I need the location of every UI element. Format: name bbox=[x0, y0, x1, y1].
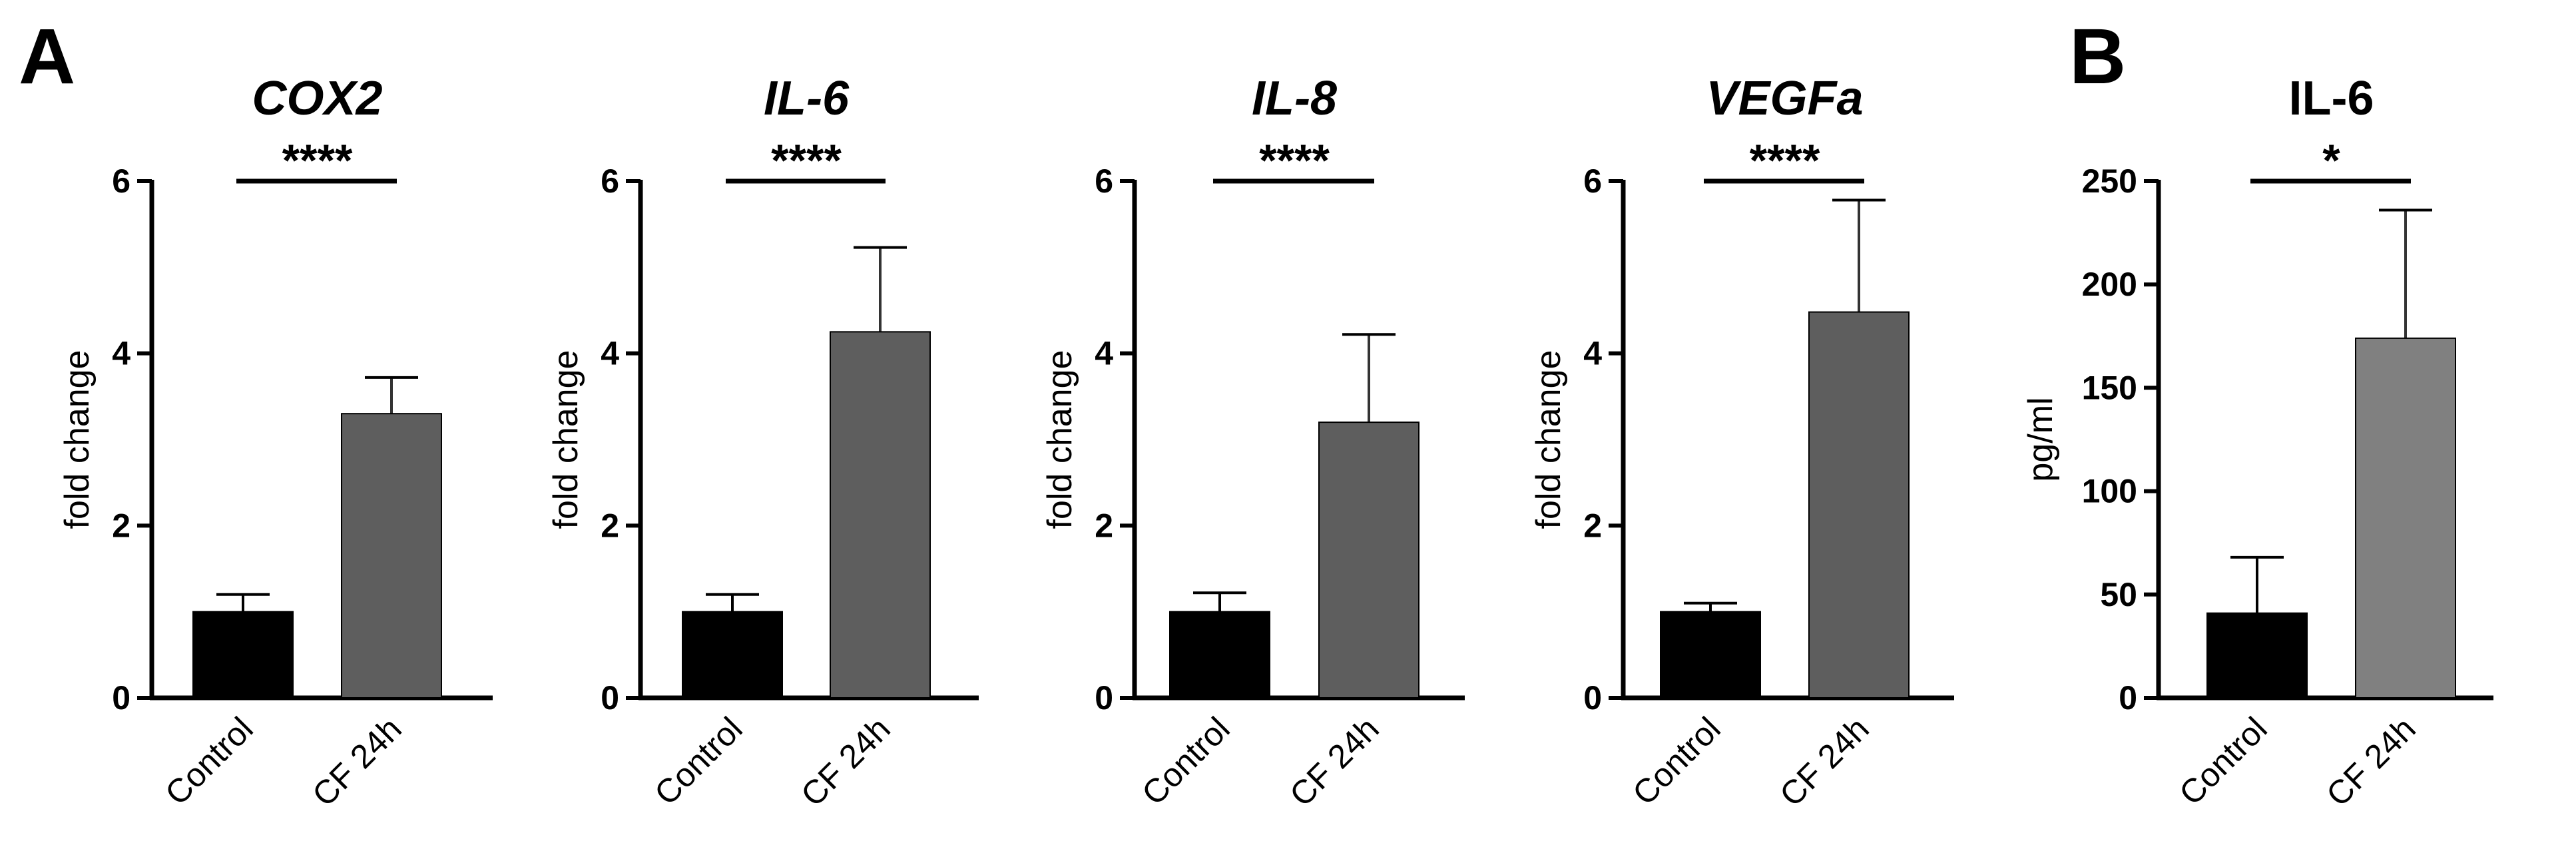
y-axis-label: fold change bbox=[547, 350, 585, 529]
y-tick-label: 2 bbox=[112, 507, 130, 544]
significance-label: **** bbox=[771, 135, 842, 186]
y-tick-label: 4 bbox=[112, 335, 130, 372]
chart-panel-1: A COX2 0 2 4 6 fold change Control CF 24h **** bbox=[19, 13, 493, 814]
x-category-label: Control bbox=[2172, 710, 2274, 812]
significance-label: * bbox=[2322, 135, 2340, 186]
chart-panel-2: IL-6 0 2 4 6 fold change Control CF 24h **** bbox=[547, 72, 979, 814]
x-category-label: Control bbox=[1625, 710, 1728, 812]
y-tick-label: 4 bbox=[601, 335, 619, 372]
chart-panel-4: VEGFa 0 2 4 6 fold change Control CF 24h **** bbox=[1529, 72, 1954, 814]
y-tick-label: 2 bbox=[1583, 507, 1602, 544]
y-tick-label: 0 bbox=[2119, 679, 2137, 716]
bar-control bbox=[2206, 612, 2308, 699]
x-category-label: CF 24h bbox=[305, 710, 409, 814]
y-axis-label: fold change bbox=[1041, 350, 1079, 529]
bar-control bbox=[192, 611, 294, 699]
panel-letter: A bbox=[19, 13, 75, 101]
x-category-label: CF 24h bbox=[1282, 710, 1386, 814]
y-tick-label: 4 bbox=[1095, 335, 1113, 372]
significance-label: **** bbox=[1750, 135, 1820, 186]
y-tick-label: 0 bbox=[601, 679, 619, 716]
bar-cf-24h bbox=[1318, 422, 1419, 699]
x-category-label: CF 24h bbox=[794, 710, 898, 814]
y-tick-label: 200 bbox=[2082, 266, 2137, 303]
y-tick-label: 6 bbox=[112, 162, 130, 200]
y-tick-label: 6 bbox=[601, 162, 619, 200]
y-tick-label: 2 bbox=[601, 507, 619, 544]
y-tick-label: 0 bbox=[112, 679, 130, 716]
y-tick-label: 6 bbox=[1095, 162, 1113, 200]
x-category-label: Control bbox=[158, 710, 260, 812]
chart-title: IL-6 bbox=[2288, 72, 2374, 125]
chart-title: IL-6 bbox=[764, 72, 850, 125]
x-category-label: Control bbox=[1135, 710, 1237, 812]
y-tick-label: 6 bbox=[1583, 162, 1602, 200]
y-tick-label: 50 bbox=[2100, 576, 2137, 613]
y-axis-label: pg/ml bbox=[2021, 397, 2060, 481]
y-tick-label: 0 bbox=[1583, 679, 1602, 716]
panel-letter: B bbox=[2069, 13, 2126, 101]
chart-panel-3: IL-8 0 2 4 6 fold change Control CF 24h **** bbox=[1041, 72, 1465, 814]
significance-label: **** bbox=[282, 135, 353, 186]
chart-panel-5: B IL-6 0 50 100 150 200 250 pg/ml Control CF 24h * bbox=[2021, 13, 2493, 814]
y-tick-label: 250 bbox=[2082, 162, 2137, 200]
y-tick-label: 4 bbox=[1583, 335, 1602, 372]
y-tick-label: 2 bbox=[1095, 507, 1113, 544]
x-category-label: Control bbox=[647, 710, 750, 812]
y-axis-label: fold change bbox=[58, 350, 97, 529]
bar-cf-24h bbox=[341, 413, 442, 699]
bar-cf-24h bbox=[830, 331, 931, 699]
chart-title: COX2 bbox=[252, 72, 382, 125]
bar-control bbox=[1660, 611, 1761, 699]
bar-cf-24h bbox=[2355, 337, 2456, 699]
y-tick-label: 0 bbox=[1095, 679, 1113, 716]
bar-control bbox=[682, 611, 783, 699]
x-category-label: CF 24h bbox=[2319, 710, 2423, 814]
x-category-label: CF 24h bbox=[1772, 710, 1876, 814]
bar-control bbox=[1169, 611, 1270, 699]
y-tick-label: 150 bbox=[2082, 369, 2137, 406]
y-axis-label: fold change bbox=[1529, 350, 1568, 529]
y-tick-label: 100 bbox=[2082, 473, 2137, 510]
chart-title: VEGFa bbox=[1706, 72, 1863, 125]
chart-title: IL-8 bbox=[1252, 72, 1337, 125]
bar-cf-24h bbox=[1808, 311, 1910, 699]
significance-label: **** bbox=[1259, 135, 1330, 186]
